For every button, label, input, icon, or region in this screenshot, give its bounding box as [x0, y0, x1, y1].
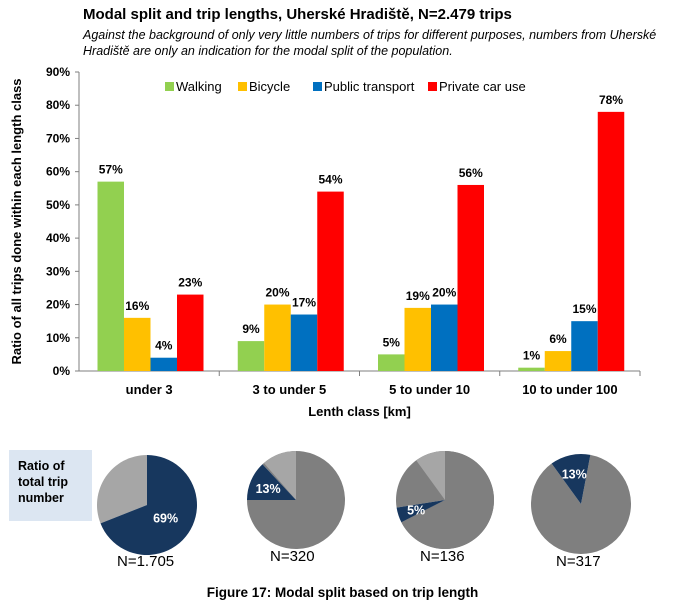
- pie-value-label: 13%: [256, 482, 281, 496]
- legend-label: Public transport: [324, 79, 415, 94]
- pie-n-label: N=1.705: [117, 553, 175, 570]
- pie-n-label: N=320: [270, 548, 315, 565]
- data-label: 16%: [125, 299, 149, 313]
- pie-row-label-line-3: number: [18, 491, 64, 505]
- data-label: 78%: [599, 93, 623, 107]
- x-tick-label: under 3: [126, 382, 173, 397]
- data-label: 5%: [383, 335, 401, 349]
- y-tick-label: 60%: [46, 165, 70, 179]
- pie-value-label: 5%: [407, 503, 425, 517]
- y-tick-label: 10%: [46, 331, 70, 345]
- bar: [124, 317, 151, 371]
- x-tick-label: 10 to under 100: [522, 382, 617, 397]
- bar: [97, 181, 124, 371]
- y-tick-label: 80%: [46, 98, 70, 112]
- legend-swatch: [313, 82, 322, 91]
- pie-slice-highlight: [247, 464, 296, 500]
- pie-n-label: N=317: [556, 553, 601, 570]
- pie-value-label: 13%: [562, 468, 587, 482]
- y-tick-label: 40%: [46, 231, 70, 245]
- bar: [150, 357, 177, 371]
- data-label: 4%: [155, 339, 173, 353]
- bar-chart: 0% 10% 20% 30% 40% 50% 60% 70% 80% 90% under 3 57% 1…: [9, 65, 641, 419]
- pie-row-label-line-1: Ratio of: [18, 459, 65, 473]
- y-tick-label: 90%: [46, 65, 70, 79]
- pie-value-label: 69%: [153, 512, 178, 526]
- pie-slice-light: [416, 451, 445, 500]
- pie-slice-highlight: [100, 455, 197, 555]
- pie-row-label-line-2: total trip: [18, 475, 68, 489]
- y-tick-label: 20%: [46, 298, 70, 312]
- x-axis-title: Lenth class [km]: [308, 404, 411, 419]
- data-label: 56%: [459, 166, 483, 180]
- figure-caption: Figure 17: Modal split based on trip len…: [206, 585, 479, 600]
- legend-swatch: [238, 82, 247, 91]
- data-label: 9%: [242, 322, 260, 336]
- pie-n-label: N=136: [420, 548, 465, 565]
- data-label: 54%: [318, 173, 342, 187]
- bar: [571, 321, 598, 371]
- pie-slice-rest: [531, 454, 631, 554]
- bar: [544, 351, 572, 371]
- legend-swatch: [165, 82, 174, 91]
- pie-slice-highlight: [551, 454, 591, 504]
- pie-row-label: Ratio of total trip number: [9, 450, 92, 521]
- pie-slice-rest: [97, 455, 147, 524]
- pie-slice-rest: [401, 451, 494, 549]
- data-label: 20%: [432, 286, 456, 300]
- data-label: 57%: [99, 163, 123, 177]
- chart-title: Modal split and trip lengths, Uherské Hr…: [83, 6, 512, 23]
- y-tick-label: 0%: [53, 364, 71, 378]
- bar: [518, 367, 545, 371]
- legend-label: Private car use: [439, 79, 526, 94]
- pie-row: 69% 13% 5% 13%: [97, 451, 631, 555]
- data-label: 23%: [178, 276, 202, 290]
- pie-slice-light: [263, 451, 296, 500]
- data-label: 20%: [265, 286, 289, 300]
- legend-label: Bicycle: [249, 79, 290, 94]
- y-tick-label: 50%: [46, 198, 70, 212]
- legend-swatch: [428, 82, 437, 91]
- bar: [317, 191, 344, 371]
- data-label: 6%: [549, 332, 567, 346]
- x-tick-label: 5 to under 10: [389, 382, 470, 397]
- bar: [597, 111, 625, 371]
- bar: [404, 307, 431, 371]
- bar: [378, 354, 405, 371]
- data-label: 19%: [406, 289, 430, 303]
- pie-slice-highlight: [396, 500, 445, 523]
- bar: [177, 294, 204, 371]
- data-label: 1%: [523, 349, 541, 363]
- bar: [431, 304, 458, 371]
- bar: [264, 304, 291, 371]
- legend-label: Walking: [176, 79, 222, 94]
- data-label: 15%: [572, 302, 596, 316]
- y-axis-title: Ratio of all trips done within each leng…: [9, 78, 24, 364]
- bar: [457, 184, 484, 371]
- x-tick-label: 3 to under 5: [253, 382, 327, 397]
- bar: [290, 314, 318, 371]
- bar: [237, 341, 265, 371]
- y-tick-label: 30%: [46, 264, 70, 278]
- y-tick-label: 70%: [46, 131, 70, 145]
- chart-subtitle: Against the background of only very litt…: [83, 28, 657, 58]
- data-label: 17%: [292, 296, 316, 310]
